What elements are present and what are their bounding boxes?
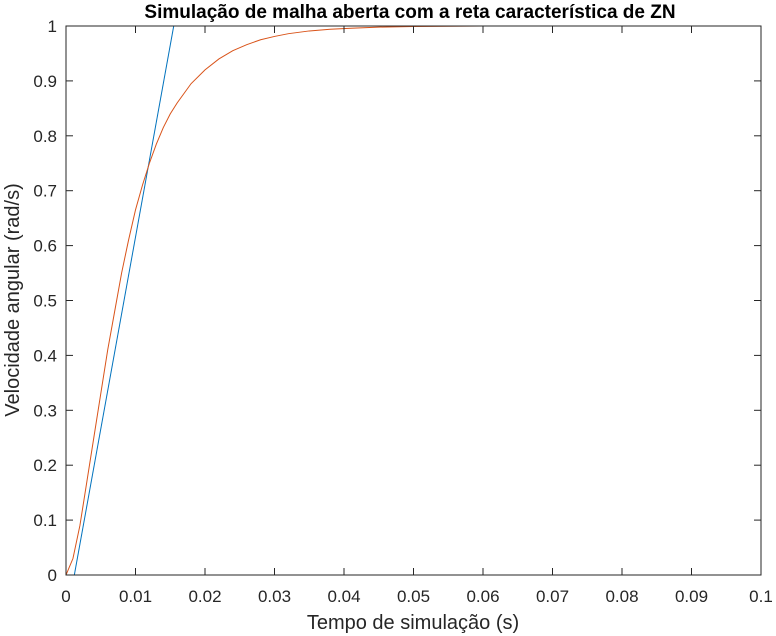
x-tick-label: 0.02 [188, 587, 221, 606]
y-tick-label: 0.6 [33, 237, 57, 256]
y-tick-label: 0.3 [33, 401, 57, 420]
y-tick-label: 0.4 [33, 346, 57, 365]
axes-background [66, 26, 761, 575]
x-tick-label: 0.08 [605, 587, 638, 606]
x-axis-label: Tempo de simulação (s) [307, 612, 519, 634]
y-tick-label: 0.9 [33, 72, 57, 91]
axes-box [65, 25, 762, 576]
y-tick-label: 0.5 [33, 292, 57, 311]
x-tick-label: 0.03 [258, 587, 291, 606]
x-tick-label: 0.1 [749, 587, 773, 606]
x-tick-label: 0.07 [536, 587, 569, 606]
x-tick-label: 0.06 [466, 587, 499, 606]
x-tick-label: 0 [61, 587, 70, 606]
x-tick-label: 0.09 [675, 587, 708, 606]
y-tick-label: 0.1 [33, 511, 57, 530]
tick-labels: 0 0.01 0.02 0.03 0.04 0.05 0.06 0.07 0.08 0.09 0.1… [33, 17, 772, 606]
chart-title: Simulação de malha aberta com a reta car… [144, 2, 675, 23]
plot-area [66, 26, 761, 575]
y-tick-label: 0 [48, 566, 57, 585]
series-line-1 [73, 26, 175, 575]
y-tick-label: 1 [48, 17, 57, 36]
y-tick-label: 0.8 [33, 127, 57, 146]
y-axis-label: Velocidade angular (rad/s) [2, 183, 24, 416]
series-line-2 [66, 26, 761, 575]
x-tick-label: 0.05 [397, 587, 430, 606]
y-tick-label: 0.2 [33, 456, 57, 475]
x-tick-label: 0.01 [119, 587, 152, 606]
x-tick-label: 0.04 [327, 587, 360, 606]
y-tick-label: 0.7 [33, 182, 57, 201]
